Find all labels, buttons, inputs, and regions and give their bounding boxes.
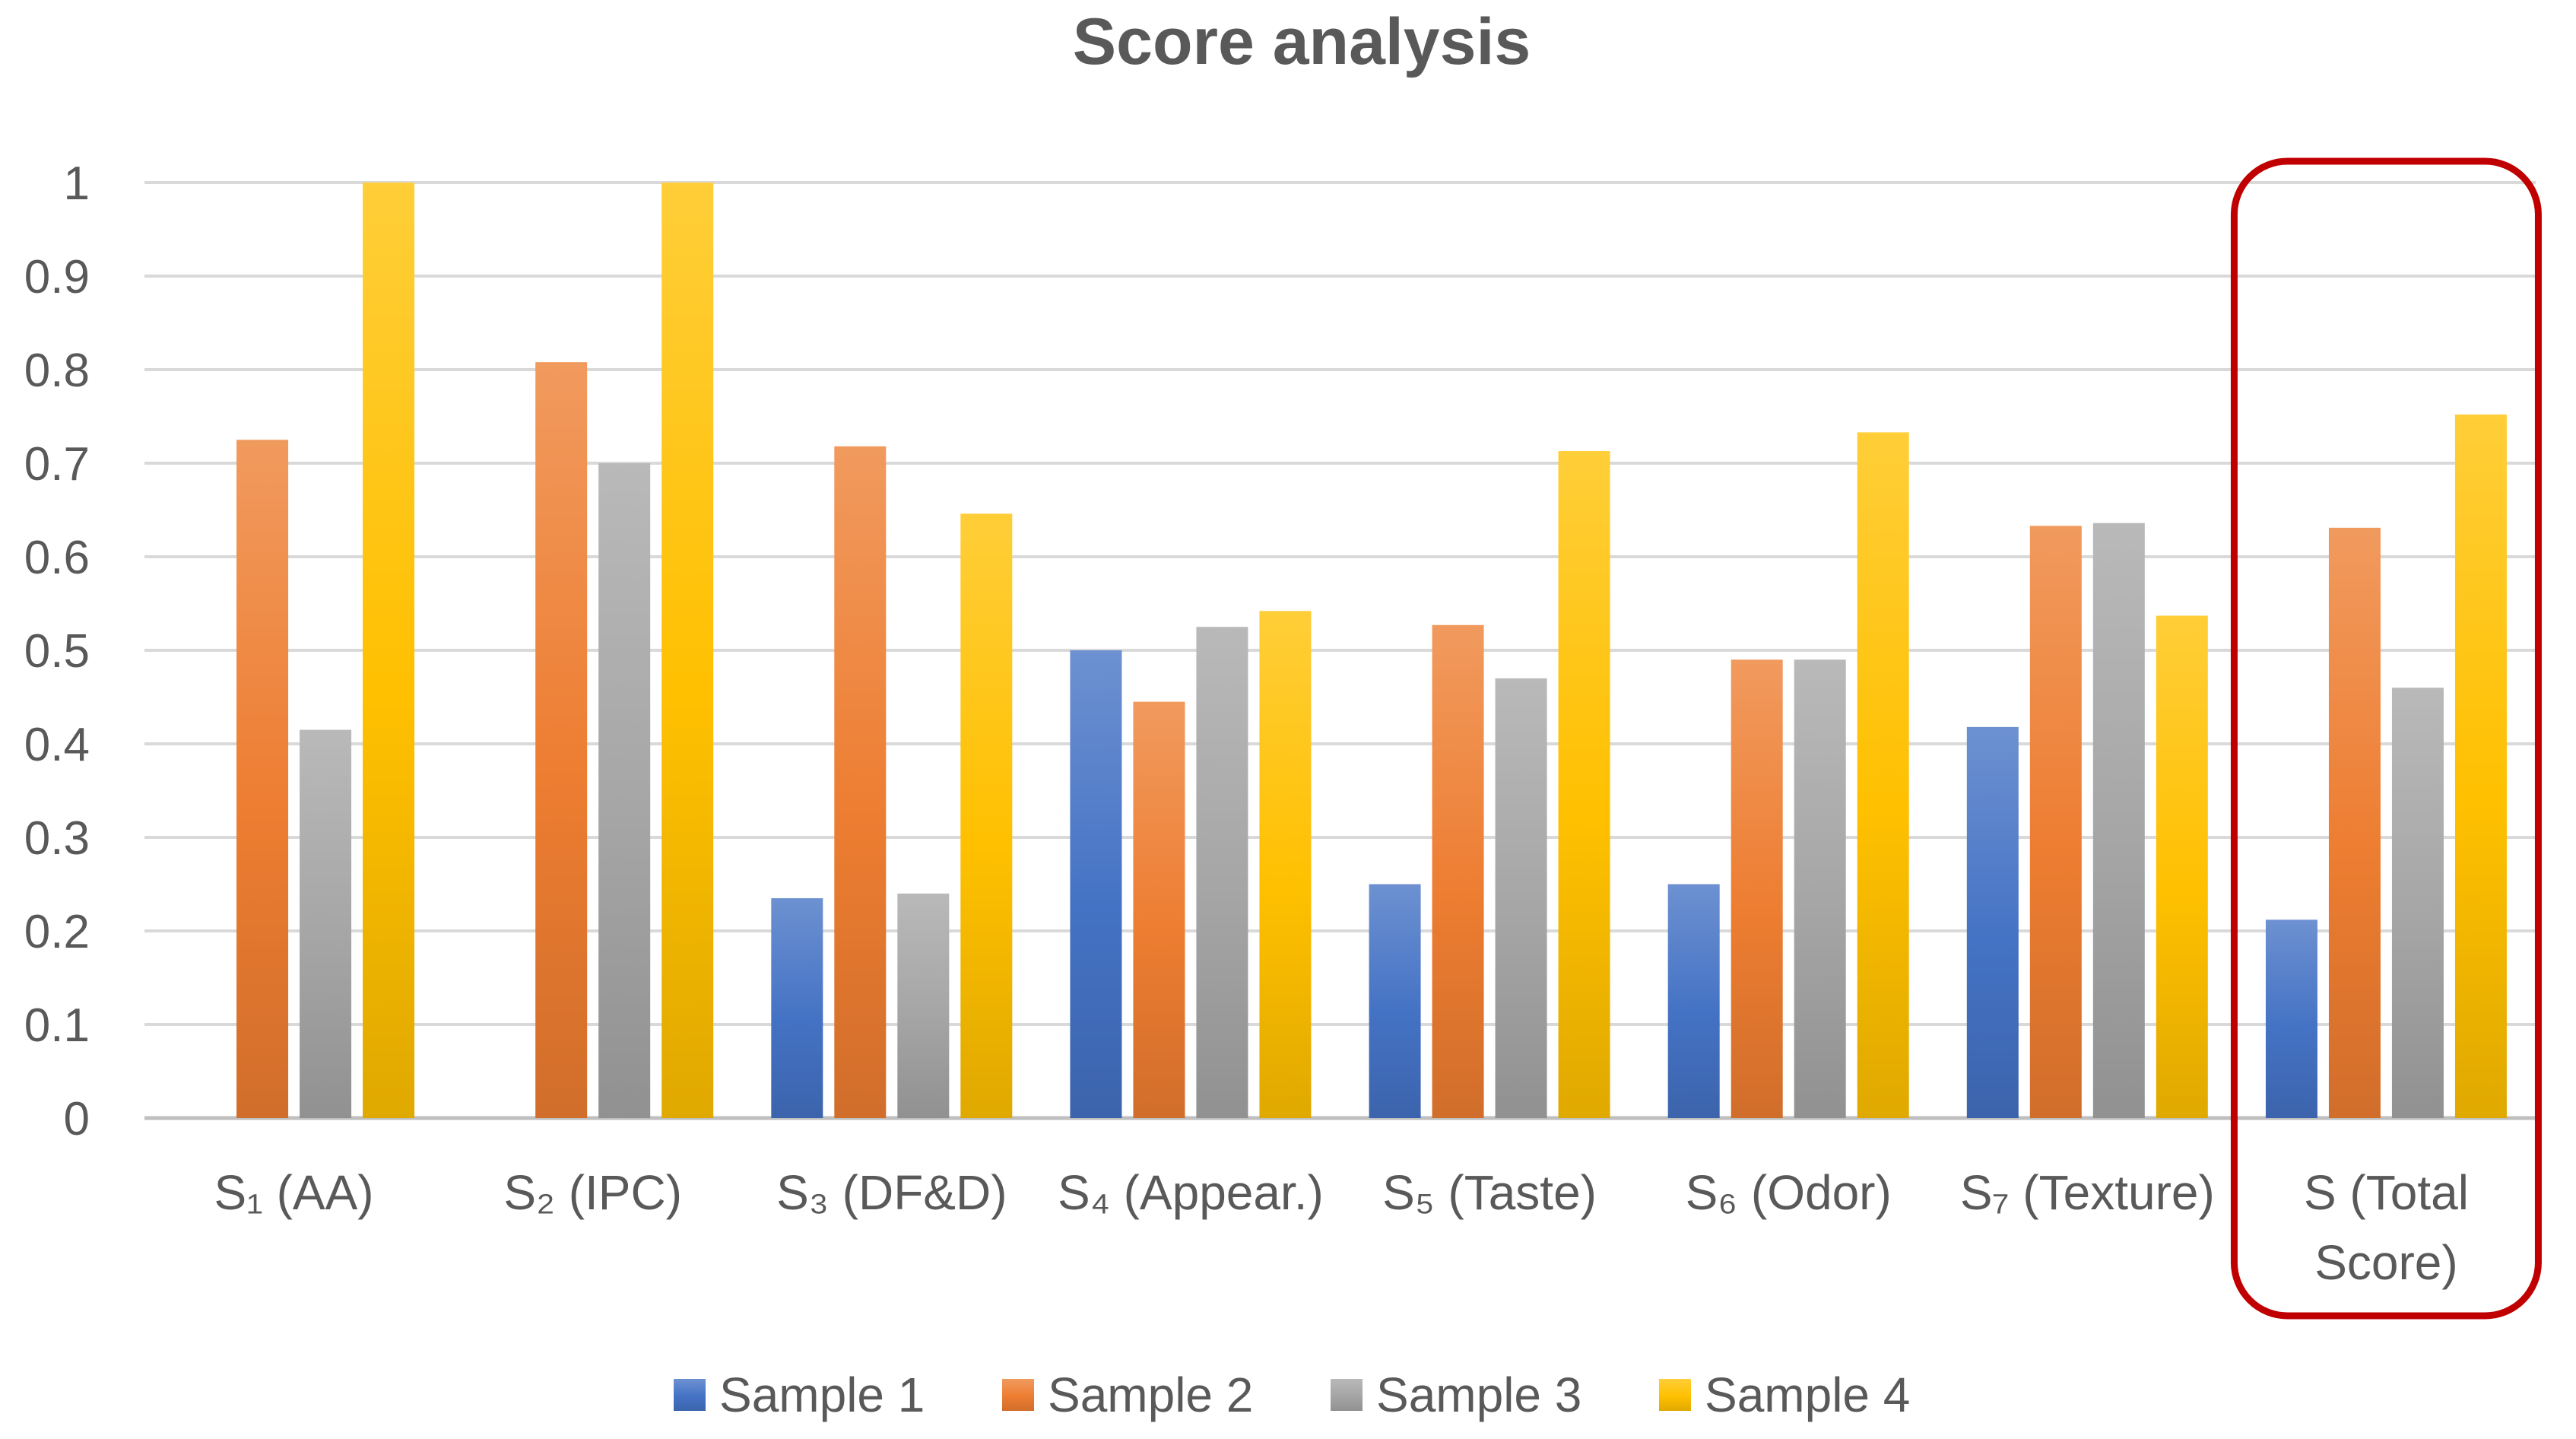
y-tick-label: 0.9 bbox=[24, 251, 90, 303]
bar-sample-2 bbox=[1133, 701, 1185, 1118]
bar-sample-3 bbox=[1196, 627, 1248, 1118]
x-category-label: S₆ (Odor) bbox=[1686, 1165, 1892, 1220]
bar-sample-2 bbox=[236, 440, 289, 1118]
bar-sample-3 bbox=[2391, 688, 2444, 1118]
bar-sample-1 bbox=[1070, 650, 1122, 1118]
bar-sample-1 bbox=[771, 897, 823, 1118]
x-category-label: S₃ (DF&D) bbox=[776, 1165, 1007, 1220]
legend: Sample 1 Sample 2 Sample 3 Sample 4 bbox=[674, 1368, 1910, 1422]
legend-label: Sample 4 bbox=[1705, 1368, 1910, 1422]
bar-sample-4 bbox=[2156, 615, 2208, 1118]
bar-sample-4 bbox=[1558, 451, 1610, 1118]
legend-label: Sample 3 bbox=[1376, 1368, 1581, 1422]
legend-swatch bbox=[1002, 1379, 1034, 1411]
x-category-label: S₂ (IPC) bbox=[503, 1165, 682, 1220]
y-tick-label: 0.8 bbox=[24, 345, 90, 397]
bar-sample-3 bbox=[598, 463, 651, 1118]
bar-sample-2 bbox=[535, 362, 588, 1118]
y-axis-ticks: 0 0.1 0.2 0.3 0.4 0.5 0.6 0.7 0.8 0.9 1 bbox=[24, 157, 90, 1145]
x-category-label: S₁ (AA) bbox=[214, 1165, 374, 1220]
bar-sample-2 bbox=[1731, 659, 1783, 1118]
x-category-label: S (Total Score) bbox=[2304, 1165, 2469, 1290]
y-tick-label: 0.3 bbox=[24, 812, 90, 865]
bar-sample-4 bbox=[363, 183, 415, 1118]
bar-sample-1 bbox=[1667, 884, 1720, 1118]
bar-sample-2 bbox=[834, 446, 887, 1118]
y-tick-label: 0.4 bbox=[24, 719, 90, 771]
legend-label: Sample 1 bbox=[719, 1368, 925, 1422]
bar-sample-3 bbox=[2092, 523, 2145, 1118]
bar-sample-1 bbox=[1966, 726, 2019, 1118]
y-tick-label: 0.6 bbox=[24, 532, 90, 584]
legend-label: Sample 2 bbox=[1048, 1368, 1253, 1422]
bar-sample-3 bbox=[300, 729, 352, 1118]
y-tick-label: 0.1 bbox=[24, 999, 90, 1052]
y-tick-label: 0.5 bbox=[24, 625, 90, 678]
y-tick-label: 1 bbox=[64, 157, 90, 210]
bar-sample-2 bbox=[2328, 527, 2381, 1118]
bar-sample-4 bbox=[1857, 432, 1909, 1118]
y-tick-label: 0 bbox=[64, 1093, 90, 1145]
bar-sample-2 bbox=[2029, 526, 2082, 1118]
bar-sample-3 bbox=[1495, 678, 1547, 1118]
bar-sample-4 bbox=[960, 513, 1013, 1118]
x-category-label: S₇ (Texture) bbox=[1960, 1165, 2215, 1220]
bar-sample-4 bbox=[2454, 415, 2507, 1118]
bars bbox=[236, 183, 2507, 1118]
bar-sample-3 bbox=[897, 893, 950, 1118]
legend-swatch bbox=[1331, 1379, 1363, 1411]
chart-title: Score analysis bbox=[1073, 5, 1531, 78]
annotations bbox=[2230, 157, 2542, 1320]
y-tick-label: 0.2 bbox=[24, 906, 90, 958]
x-category-label: S₄ (Appear.) bbox=[1058, 1165, 1324, 1220]
x-axis-categories: S₁ (AA) S₂ (IPC) S₃ (DF&D) S₄ (Appear.) S₅ (… bbox=[214, 1165, 2469, 1290]
bar-sample-3 bbox=[1794, 659, 1846, 1118]
x-category-label: S₅ (Taste) bbox=[1382, 1165, 1597, 1220]
highlight-box bbox=[2230, 157, 2542, 1320]
bar-sample-4 bbox=[1259, 611, 1312, 1118]
legend-swatch bbox=[1659, 1379, 1691, 1411]
y-tick-label: 0.7 bbox=[24, 438, 90, 491]
bar-sample-1 bbox=[2265, 920, 2317, 1118]
bar-sample-2 bbox=[1432, 624, 1484, 1118]
legend-swatch bbox=[674, 1379, 706, 1411]
bar-sample-1 bbox=[1369, 884, 1421, 1118]
bar-sample-4 bbox=[661, 183, 714, 1118]
